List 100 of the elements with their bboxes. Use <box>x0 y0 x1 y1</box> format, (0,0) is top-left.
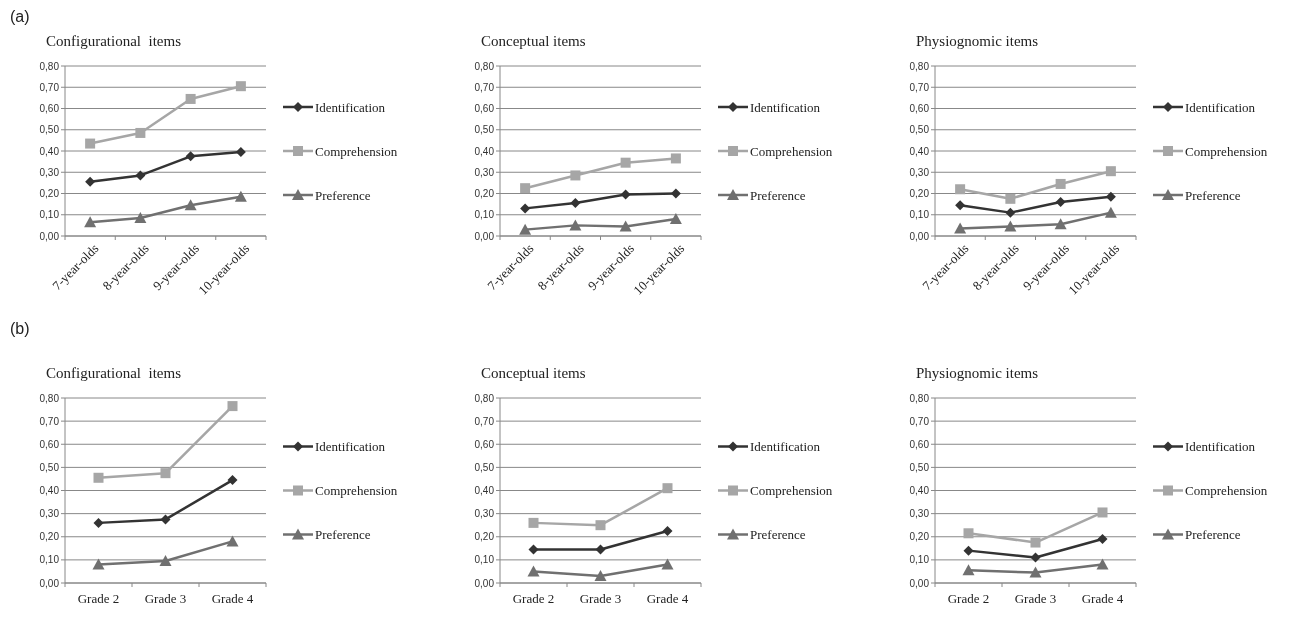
point <box>84 216 97 228</box>
legend-label: Identification <box>1185 439 1256 455</box>
y-tick-label: 0,00 <box>474 577 495 589</box>
point <box>528 544 539 555</box>
point <box>185 151 196 162</box>
point <box>185 93 196 104</box>
point <box>1096 558 1109 570</box>
point <box>669 213 682 224</box>
y-tick-label: 0,10 <box>474 209 495 221</box>
point <box>85 176 96 187</box>
x-tick-label: Grade 3 <box>1014 591 1057 606</box>
y-tick-label: 0,00 <box>474 230 495 242</box>
y-tick-label: 0,60 <box>39 438 60 450</box>
y-tick-label: 0,50 <box>474 124 495 136</box>
legend-label: Identification <box>750 439 821 455</box>
y-tick-label: 0,20 <box>909 531 930 543</box>
point <box>227 401 238 412</box>
point <box>93 517 104 528</box>
y-tick-label: 0,30 <box>909 508 930 520</box>
y-tick-label: 0,80 <box>39 392 60 404</box>
y-tick-label: 0,80 <box>474 60 495 72</box>
y-tick-label: 0,80 <box>909 60 930 72</box>
point <box>619 220 632 232</box>
legend-label: Preference <box>1185 527 1241 543</box>
y-tick-label: 0,00 <box>39 230 60 242</box>
point <box>1054 218 1067 230</box>
y-tick-label: 0,40 <box>39 485 60 496</box>
point <box>160 514 171 525</box>
point <box>662 483 673 494</box>
y-tick-label: 0,50 <box>909 461 930 473</box>
chart-title: Physiognomic items <box>916 33 1039 49</box>
legend-label: Preference <box>1185 187 1241 203</box>
point <box>1055 197 1066 207</box>
point <box>520 203 531 214</box>
y-tick-label: 0,00 <box>909 230 930 242</box>
y-tick-label: 0,10 <box>474 554 495 566</box>
y-tick-label: 0,80 <box>39 60 60 72</box>
y-tick-label: 0,60 <box>909 438 930 450</box>
point <box>226 535 239 547</box>
x-tick-label: Grade 2 <box>77 591 120 606</box>
x-tick-label: Grade 2 <box>512 591 555 606</box>
y-tick-label: 0,20 <box>39 531 60 543</box>
y-tick-label: 0,10 <box>39 554 60 566</box>
y-tick-label: 0,70 <box>39 81 60 93</box>
point <box>1097 507 1108 518</box>
point <box>963 528 974 539</box>
point <box>135 170 146 181</box>
point <box>235 147 246 158</box>
x-tick-label: Grade 4 <box>646 591 689 606</box>
point <box>570 170 581 181</box>
point <box>620 189 631 200</box>
x-tick-label: Grade 2 <box>947 591 990 606</box>
y-tick-label: 0,00 <box>909 577 930 589</box>
legend-label: Comprehension <box>750 483 833 499</box>
y-tick-label: 0,40 <box>474 145 495 157</box>
y-tick-label: 0,50 <box>474 461 495 473</box>
y-tick-label: 0,60 <box>474 103 495 114</box>
point <box>1029 566 1042 578</box>
y-tick-label: 0,20 <box>474 531 495 543</box>
chart-title: Physiognomic items <box>916 365 1039 381</box>
y-tick-label: 0,30 <box>39 166 60 178</box>
point <box>227 475 238 486</box>
legend-label: Preference <box>750 187 806 203</box>
y-tick-label: 0,10 <box>909 209 930 221</box>
point <box>954 222 967 234</box>
y-tick-label: 0,10 <box>39 209 60 221</box>
point <box>962 564 975 576</box>
legend-label: Comprehension <box>750 143 833 159</box>
y-tick-label: 0,50 <box>909 124 930 136</box>
point <box>235 81 246 92</box>
legend-label: Identification <box>750 99 821 115</box>
point <box>1005 193 1016 204</box>
chart-title: Conceptual items <box>481 33 586 49</box>
point <box>620 157 631 168</box>
y-tick-label: 0,70 <box>39 415 60 427</box>
point <box>594 570 607 582</box>
chart-title: Configurational items <box>46 33 182 49</box>
point <box>528 517 539 528</box>
point <box>662 525 673 536</box>
point <box>1104 206 1117 218</box>
point <box>670 188 681 199</box>
point <box>1005 207 1016 218</box>
point <box>955 200 966 211</box>
y-tick-label: 0,40 <box>474 485 495 496</box>
point <box>184 199 197 211</box>
point <box>1004 220 1017 232</box>
point <box>569 219 582 231</box>
point <box>955 184 966 195</box>
y-tick-label: 0,10 <box>909 554 930 566</box>
point <box>670 153 681 164</box>
y-tick-label: 0,20 <box>39 188 60 199</box>
point <box>1055 178 1066 189</box>
y-tick-label: 0,30 <box>474 508 495 520</box>
y-tick-label: 0,50 <box>39 124 60 136</box>
point <box>1030 552 1041 563</box>
point <box>92 558 105 570</box>
y-tick-label: 0,20 <box>909 188 930 199</box>
point <box>234 190 247 202</box>
point <box>159 555 172 567</box>
point <box>1030 537 1041 548</box>
